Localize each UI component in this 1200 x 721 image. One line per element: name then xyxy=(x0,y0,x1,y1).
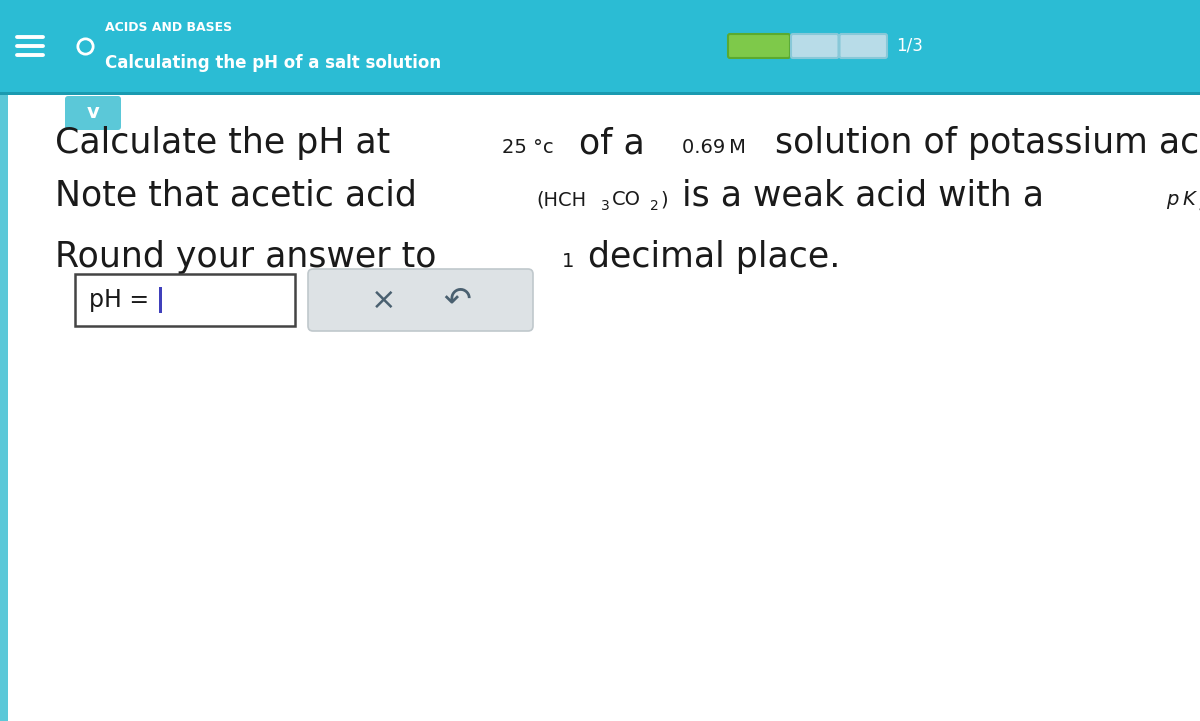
Text: ACIDS AND BASES: ACIDS AND BASES xyxy=(106,21,232,34)
Text: ×: × xyxy=(371,286,397,314)
Text: 1/3: 1/3 xyxy=(896,37,923,55)
Text: Calculating the pH of a salt solution: Calculating the pH of a salt solution xyxy=(106,53,442,71)
Text: v: v xyxy=(86,104,100,123)
Text: decimal place.: decimal place. xyxy=(577,240,841,274)
Text: p: p xyxy=(1166,190,1178,209)
Bar xyxy=(0,92,1200,95)
Text: Note that acetic acid: Note that acetic acid xyxy=(55,178,428,212)
Text: ↶: ↶ xyxy=(443,283,472,317)
Circle shape xyxy=(1142,0,1200,58)
FancyBboxPatch shape xyxy=(791,34,839,58)
FancyBboxPatch shape xyxy=(65,96,121,130)
Bar xyxy=(74,274,295,326)
Bar xyxy=(8,92,1200,721)
Bar xyxy=(158,287,162,313)
Text: 25 °c: 25 °c xyxy=(502,138,553,157)
Text: CO: CO xyxy=(612,190,641,209)
Text: 1: 1 xyxy=(562,252,574,271)
Text: Round your answer to: Round your answer to xyxy=(55,240,448,274)
Text: 2: 2 xyxy=(649,199,659,213)
Text: ): ) xyxy=(661,190,668,209)
Bar xyxy=(0,0,1200,92)
FancyBboxPatch shape xyxy=(840,34,887,58)
Text: a: a xyxy=(1199,201,1200,214)
FancyBboxPatch shape xyxy=(308,269,533,331)
Text: pH =: pH = xyxy=(89,288,157,312)
Text: (HCH: (HCH xyxy=(536,190,587,209)
Text: 0.69 M: 0.69 M xyxy=(682,138,745,157)
Text: solution of potassium acetate: solution of potassium acetate xyxy=(764,126,1200,160)
Text: is a weak acid with a: is a weak acid with a xyxy=(671,178,1055,212)
Text: Calculate the pH at: Calculate the pH at xyxy=(55,126,401,160)
Text: 3: 3 xyxy=(601,199,610,213)
Text: K: K xyxy=(1182,190,1195,209)
Bar xyxy=(0,92,8,721)
FancyBboxPatch shape xyxy=(728,34,790,58)
Text: of a: of a xyxy=(569,126,656,160)
